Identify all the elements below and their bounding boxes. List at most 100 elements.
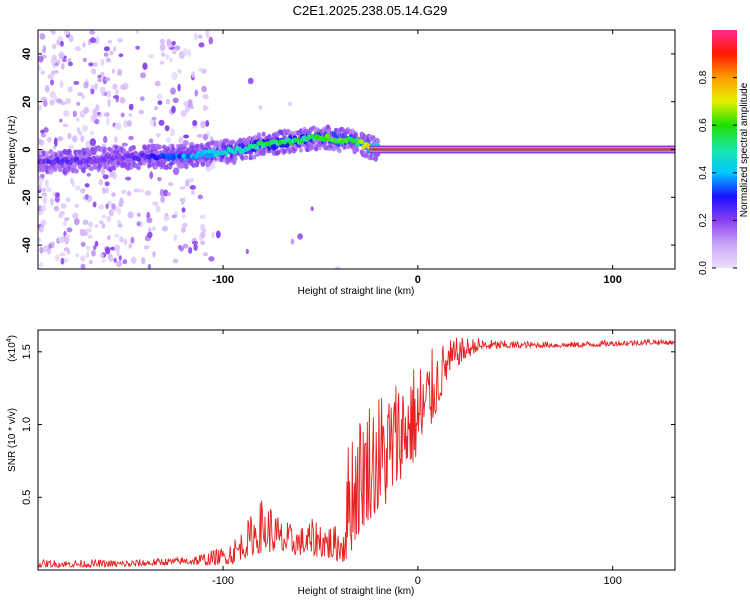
spectrogram-noise-mark xyxy=(65,97,72,105)
spectrogram-noise-mark xyxy=(112,83,118,90)
spectrogram-noise-mark xyxy=(106,234,111,241)
spectrogram-noise-mark xyxy=(46,247,52,255)
spectrogram-noise-mark xyxy=(64,236,69,245)
spectrogram-noise-mark xyxy=(51,57,56,66)
spectrogram-noise-mark xyxy=(61,58,67,63)
spectrogram-noise-mark xyxy=(114,233,120,238)
snr-multiplier: (x104) xyxy=(6,335,18,362)
spectrogram-halo-mark xyxy=(233,155,238,161)
spectrogram-noise-mark xyxy=(72,135,78,143)
spectrogram-noise-mark xyxy=(118,53,124,58)
spectrogram-noise-mark xyxy=(166,192,171,197)
spectrogram-halo-mark xyxy=(261,131,266,137)
spectrogram-noise-mark xyxy=(182,243,189,249)
spectrogram-noise-mark xyxy=(62,220,67,227)
spectrogram-noise-mark xyxy=(144,190,152,196)
spectrogram-noise-mark xyxy=(88,62,94,67)
spectrogram-noise-mark xyxy=(38,55,44,63)
spectrogram-noise-mark xyxy=(65,197,71,203)
spectrogram-halo-mark xyxy=(276,149,281,155)
spectrogram-noise-mark xyxy=(103,135,108,144)
spectrogram-noise-mark xyxy=(202,94,209,100)
spectrogram-ridge-core-mark xyxy=(202,149,208,155)
spectrogram-noise-mark xyxy=(128,113,133,117)
spectrogram-ridge-core-mark xyxy=(106,154,112,160)
spectrogram-noise-mark xyxy=(38,177,44,184)
spectrogram-ytick-label: -20 xyxy=(21,189,33,205)
spectrogram-noise-mark xyxy=(40,70,45,75)
spectrogram-noise-mark xyxy=(113,257,117,263)
spectrogram-halo-mark xyxy=(247,135,252,141)
spectrogram-ytick-label: 0 xyxy=(21,146,33,152)
spectrogram-noise-mark xyxy=(188,178,194,183)
spectrogram-ridge-core-mark xyxy=(136,157,142,162)
spectrogram-noise-mark xyxy=(47,136,52,143)
spectrogram-noise-mark xyxy=(114,88,120,95)
spectrogram-noise-mark xyxy=(53,205,60,212)
spectrogram-noise-mark xyxy=(68,145,75,150)
spectrogram-noise-mark xyxy=(108,209,114,217)
spectrogram-noise-mark xyxy=(172,50,177,55)
spectrogram-noise-mark xyxy=(202,133,208,141)
spectrogram-halo-mark xyxy=(81,168,86,174)
spectrogram-halo-mark xyxy=(375,138,381,144)
spectrogram-noise-mark xyxy=(59,80,64,89)
spectrogram-noise-mark xyxy=(40,219,47,226)
spectrogram-noise-mark xyxy=(334,266,341,269)
spectrogram-noise-mark xyxy=(103,52,109,57)
spectrogram-noise-mark xyxy=(82,41,86,48)
spectrogram-noise-mark xyxy=(42,187,46,193)
spectrogram-noise-mark xyxy=(126,120,132,127)
spectrogram-noise-mark xyxy=(73,80,80,85)
spectrogram-noise-mark xyxy=(90,68,97,75)
spectrogram-noise-mark xyxy=(182,222,188,228)
spectrogram-noise-mark xyxy=(90,84,96,90)
spectrogram-noise-mark xyxy=(155,205,161,213)
spectrogram-halo-mark xyxy=(231,139,236,145)
spectrogram-noise-mark xyxy=(38,183,42,191)
spectrogram-noise-mark xyxy=(89,138,96,147)
spectrogram-noise-mark xyxy=(74,46,82,52)
spectrogram-noise-mark xyxy=(84,194,89,200)
spectrogram-noise-mark xyxy=(155,133,161,138)
spectrogram-noise-mark xyxy=(161,52,166,57)
spectrogram-halo-mark xyxy=(240,155,245,161)
spectrogram-xtick-label: -100 xyxy=(212,274,234,286)
spectrogram-noise-mark xyxy=(107,252,112,260)
spectrogram-noise-mark xyxy=(122,259,128,265)
spectrogram-noise-mark xyxy=(139,72,147,79)
spectrogram-halo-mark xyxy=(129,164,134,170)
spectrogram-noise-mark xyxy=(92,201,97,208)
spectrogram-noise-mark xyxy=(169,57,173,63)
spectrogram-halo-mark xyxy=(371,135,376,141)
spectrogram-noise-mark xyxy=(111,192,116,197)
spectrogram-xtick-label: 0 xyxy=(415,274,421,286)
spectrogram-noise-mark xyxy=(97,74,102,79)
spectrogram-noise-mark xyxy=(114,244,121,252)
spectrogram-noise-mark xyxy=(125,176,132,181)
spectrogram-noise-mark xyxy=(215,230,221,239)
spectrogram-noise-mark xyxy=(87,234,93,239)
spectrogram-noise-mark xyxy=(199,214,206,220)
spectrogram-noise-mark xyxy=(52,145,57,150)
spectrogram-noise-mark xyxy=(198,34,203,39)
spectrogram-halo-mark xyxy=(91,147,97,153)
spectrogram-noise-mark xyxy=(72,110,77,118)
spectrogram-halo-mark xyxy=(108,166,113,172)
snr-xtick-label: 0 xyxy=(415,575,421,587)
spectrogram-noise-mark xyxy=(200,240,206,246)
spectrogram-noise-mark xyxy=(44,179,49,188)
spectrogram-noise-mark xyxy=(247,77,254,85)
spectrogram-halo-mark xyxy=(102,146,107,153)
spectrogram-noise-mark xyxy=(191,71,196,78)
spectrogram-noise-mark xyxy=(110,170,114,178)
spectrogram-noise-mark xyxy=(116,249,120,257)
spectrogram-halo-mark xyxy=(373,156,378,162)
spectrogram-noise-mark xyxy=(172,97,179,104)
spectrogram-noise-mark xyxy=(95,104,100,111)
spectrogram-noise-mark xyxy=(147,231,153,239)
spectrogram-noise-mark xyxy=(106,90,112,98)
spectrogram-halo-mark xyxy=(337,148,342,154)
spectrogram-noise-mark xyxy=(38,104,42,111)
spectrogram-noise-mark xyxy=(170,87,176,95)
